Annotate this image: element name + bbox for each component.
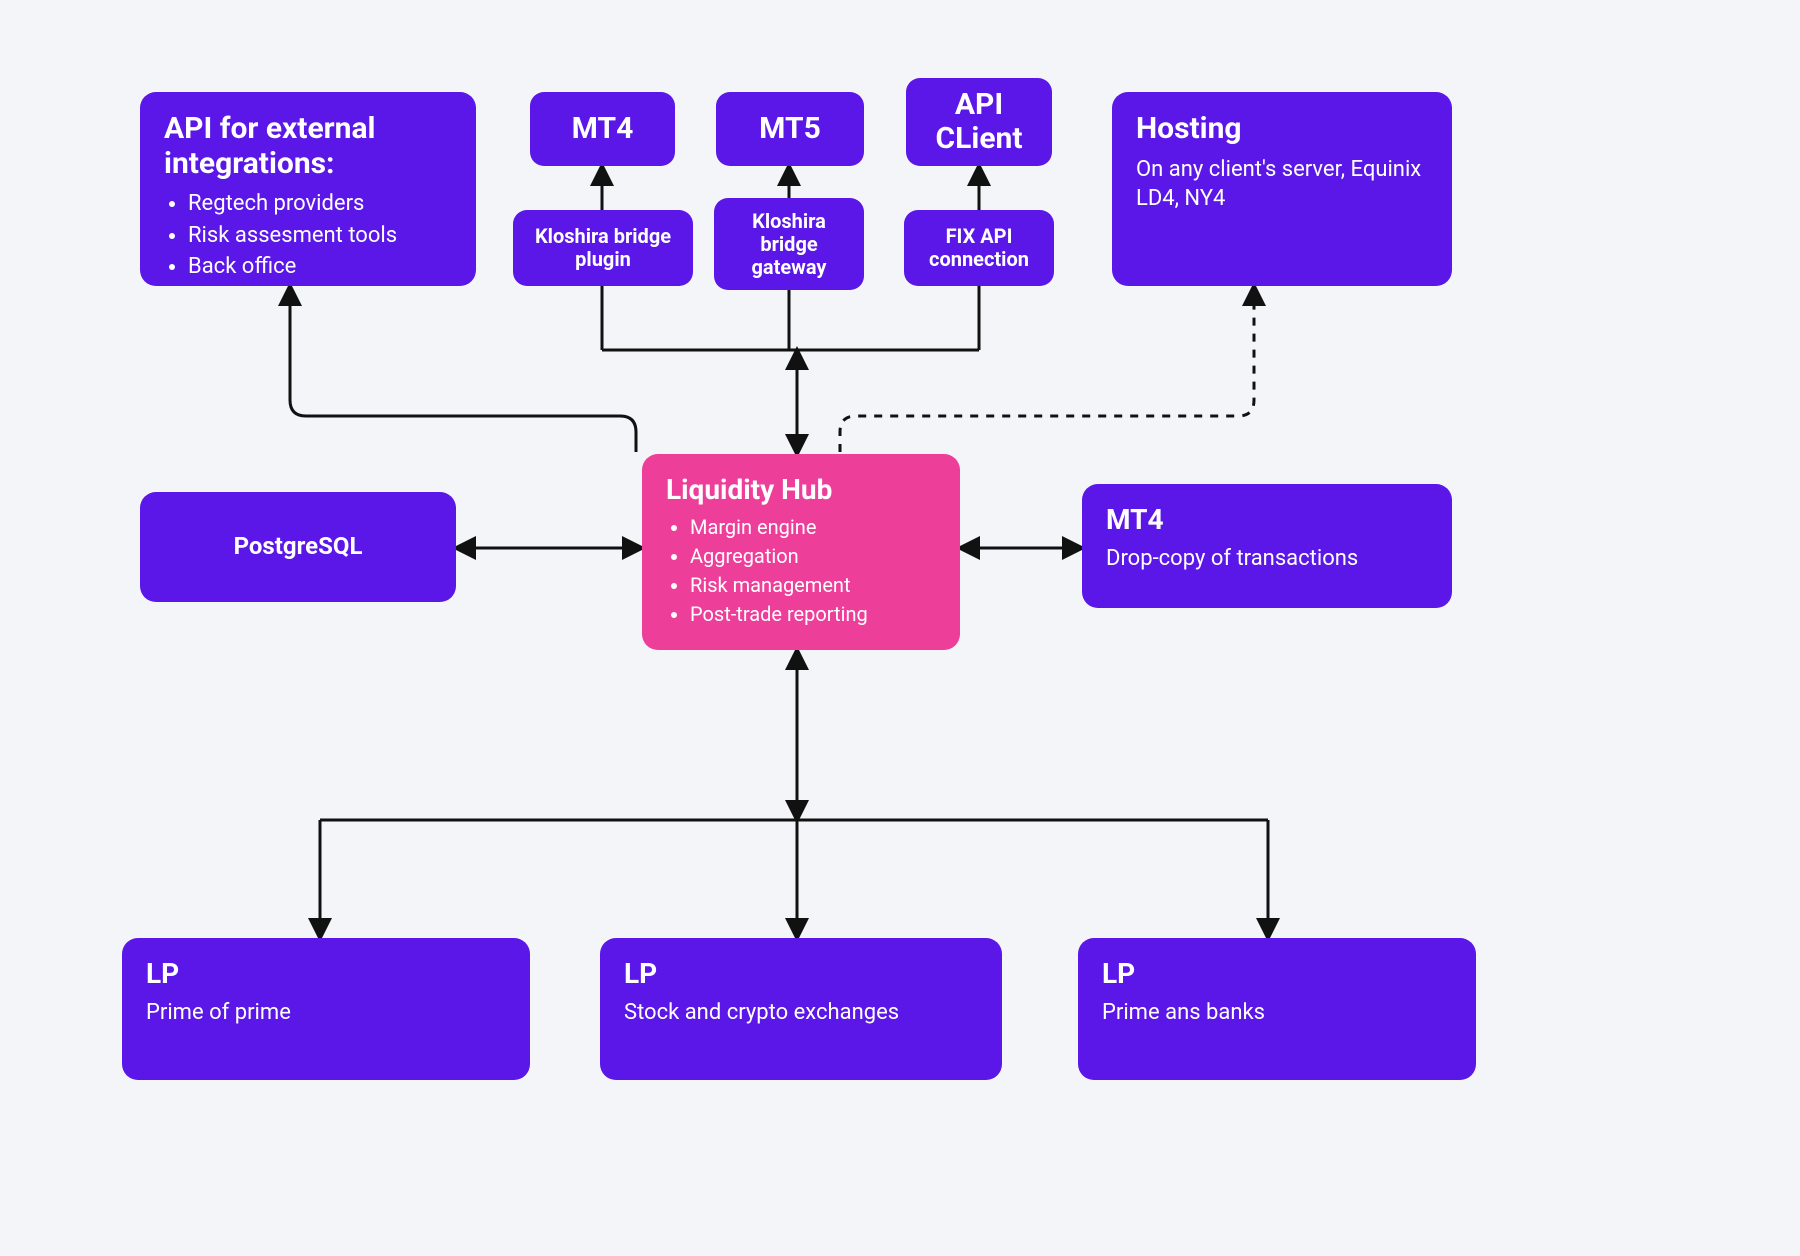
node-kloshira-gateway: Kloshira bridge gateway [714,198,864,290]
node-lp-prime-of-prime: LP Prime of prime [122,938,530,1080]
bullet-item: Back office [188,252,452,282]
node-liquidity-hub: Liquidity Hub Margin engineAggregationRi… [642,454,960,650]
bullet-item: Risk assesment tools [188,221,452,251]
node-lp-exchanges: LP Stock and crypto exchanges [600,938,1002,1080]
node-hosting: Hosting On any client's server, Equinix … [1112,92,1452,286]
node-mt4-right: MT4 Drop-copy of transactions [1082,484,1452,608]
edge-api-ext-branch [290,286,636,452]
node-title: API for external integrations: [164,112,452,181]
node-title: Hosting [1136,112,1428,147]
node-label: Kloshira bridge plugin [525,225,681,271]
node-label: MT4 [572,112,634,147]
node-bullets: Margin engineAggregationRisk managementP… [666,514,936,628]
edge-hosting-branch [840,286,1254,452]
node-label: API CLient [918,88,1040,157]
diagram-canvas: API for external integrations: Regtech p… [0,0,1800,1256]
node-title: Liquidity Hub [666,474,936,506]
node-title: LP [146,958,506,990]
node-postgresql: PostgreSQL [140,492,456,602]
node-label: FIX API connection [916,225,1042,271]
node-title: LP [1102,958,1452,990]
bullet-item: Aggregation [690,543,936,570]
node-label: MT5 [759,112,821,147]
bullet-item: Risk management [690,572,936,599]
node-fix-api: FIX API connection [904,210,1054,286]
bullet-item: Regtech providers [188,189,452,219]
node-lp-banks: LP Prime ans banks [1078,938,1476,1080]
node-subtitle: Stock and crypto exchanges [624,998,978,1028]
node-subtitle: On any client's server, Equinix LD4, NY4 [1136,155,1428,214]
node-title: MT4 [1106,504,1428,536]
node-subtitle: Prime of prime [146,998,506,1028]
node-kloshira-plugin: Kloshira bridge plugin [513,210,693,286]
node-subtitle: Prime ans banks [1102,998,1452,1028]
node-label: Kloshira bridge gateway [726,210,852,279]
node-mt5-top: MT5 [716,92,864,166]
bullet-item: Margin engine [690,514,936,541]
node-api-external: API for external integrations: Regtech p… [140,92,476,286]
node-title: LP [624,958,978,990]
node-bullets: Regtech providersRisk assesment toolsBac… [164,189,452,282]
node-subtitle: Drop-copy of transactions [1106,544,1428,574]
node-label: PostgreSQL [234,533,363,561]
bullet-item: Post-trade reporting [690,601,936,628]
node-mt4-top: MT4 [530,92,675,166]
node-api-client: API CLient [906,78,1052,166]
